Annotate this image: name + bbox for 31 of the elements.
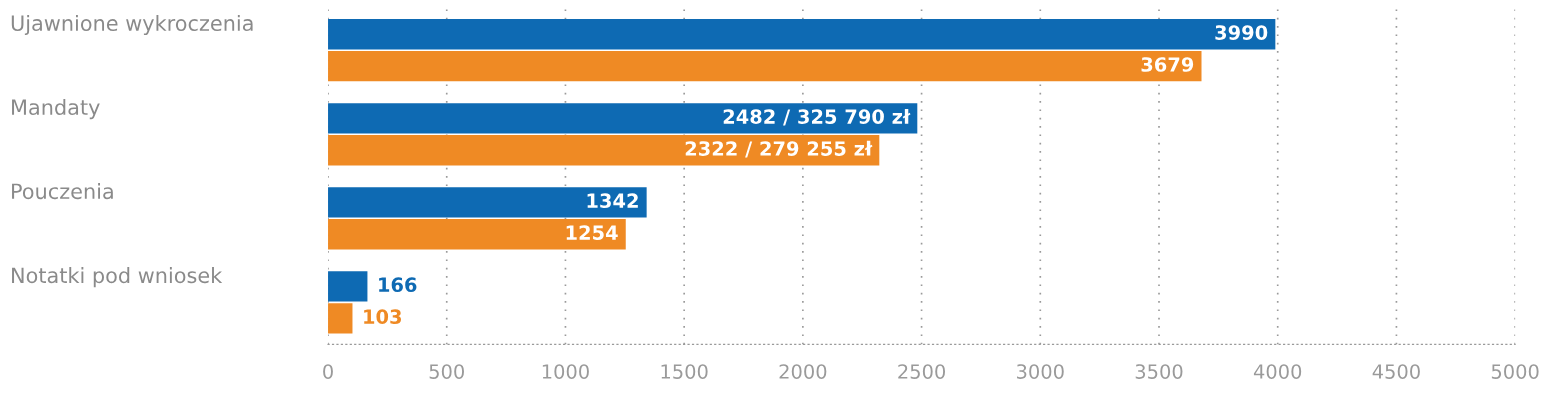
bar (328, 303, 353, 334)
x-tick-label: 4000 (1253, 364, 1302, 379)
x-tick-label: 1000 (542, 364, 589, 379)
x-tick-label: 3000 (1017, 364, 1064, 379)
data-label: 3679 (1141, 57, 1194, 72)
y-tick-label: Notatki pod wniosek (12, 267, 223, 288)
x-tick-label: 2000 (779, 364, 827, 379)
bar (328, 271, 368, 302)
x-tick-label: 3500 (1135, 364, 1183, 379)
x-tick-label: 1500 (661, 364, 708, 379)
data-label: 3990 (1215, 25, 1268, 40)
y-tick-label: Mandaty (12, 98, 100, 120)
x-tick-label: 0 (323, 364, 333, 379)
data-label: 2482 / 325 790 zł (723, 108, 911, 126)
data-label: 1254 (566, 225, 618, 240)
bar (328, 19, 1276, 50)
bar (328, 187, 647, 218)
bar (328, 219, 626, 250)
data-label: 166 (379, 277, 417, 293)
data-label: 2322 / 279 255 zł (685, 140, 873, 158)
data-label: 1342 (587, 193, 638, 208)
data-label: 103 (364, 309, 402, 324)
y-tick-label: Ujawnione wykroczenia (11, 14, 253, 36)
x-tick-label: 500 (429, 364, 464, 379)
bar (328, 51, 1202, 82)
x-tick-label: 2500 (898, 364, 946, 379)
y-tick-label: Pouczenia (12, 183, 113, 200)
x-tick-label: 4500 (1372, 364, 1420, 379)
bar (328, 103, 918, 134)
x-tick-label: 5000 (1491, 364, 1539, 379)
bar (328, 135, 880, 166)
